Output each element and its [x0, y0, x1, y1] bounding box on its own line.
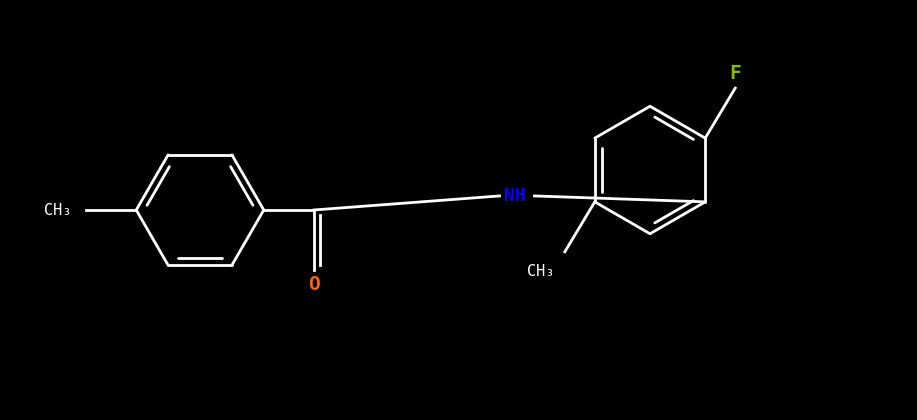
Text: NH: NH [503, 187, 525, 205]
Text: CH₃: CH₃ [527, 264, 555, 279]
Text: CH₃: CH₃ [44, 202, 72, 218]
Text: O: O [308, 276, 320, 294]
Text: F: F [729, 63, 741, 83]
